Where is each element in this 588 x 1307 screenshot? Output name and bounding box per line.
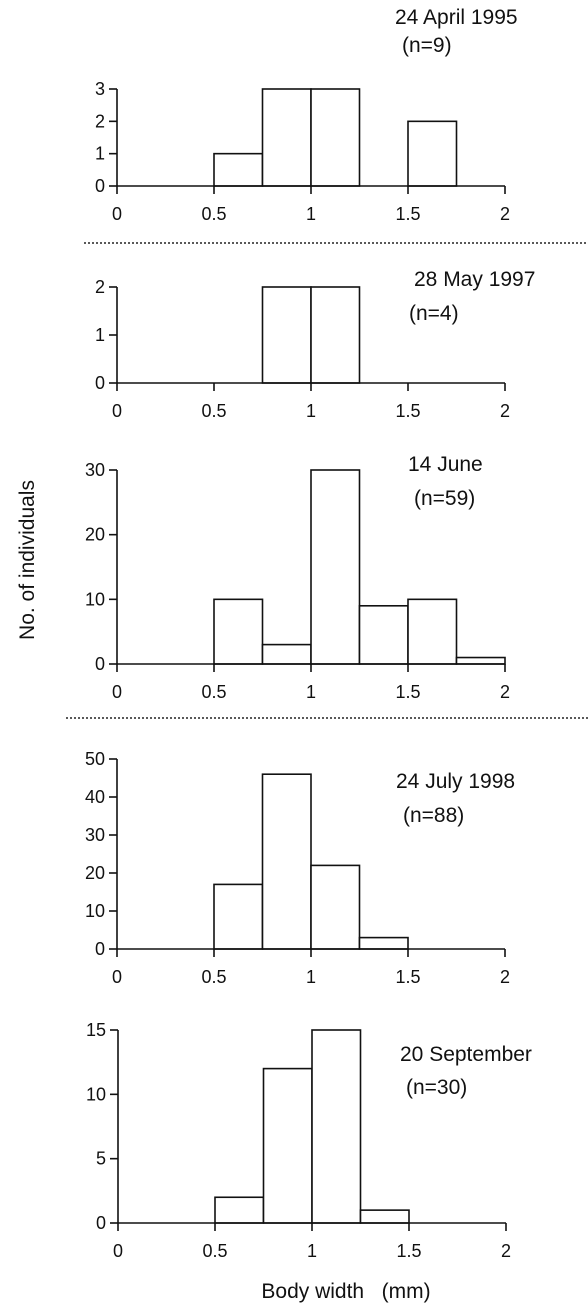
y-tick-label: 15 [86, 1020, 106, 1040]
y-tick-label: 0 [95, 654, 105, 674]
panel-2: 0 0.5 1 1.5 2 0 1 2 28 May 1997 (n=4) [95, 268, 535, 421]
y-tick-label: 10 [86, 1084, 106, 1104]
x-tick-label: 2 [500, 204, 510, 224]
x-tick-label: 0 [112, 967, 122, 987]
histogram-bar [310, 286, 361, 384]
panel-subtitle: (n=4) [409, 302, 459, 325]
y-tick-label: 20 [85, 863, 105, 883]
x-tick-label: 1 [307, 1241, 317, 1261]
x-tick-label: 1 [306, 401, 316, 421]
histogram-bar [310, 88, 361, 187]
y-tick-label: 1 [95, 144, 105, 164]
histogram-bar [213, 598, 264, 665]
x-tick-label: 0 [112, 682, 122, 702]
histogram-bar [310, 469, 361, 665]
panel-subtitle: (n=30) [406, 1076, 467, 1099]
y-tick-label: 20 [85, 525, 105, 545]
x-tick-label: 1 [306, 682, 316, 702]
x-tick-label: 0 [112, 204, 122, 224]
histogram-bar [213, 152, 264, 187]
x-tick-label: 0.5 [201, 967, 226, 987]
panel-title: 20 September [400, 1043, 532, 1066]
y-tick-label: 10 [85, 901, 105, 921]
histogram-bar [262, 1067, 313, 1224]
panel-subtitle: (n=88) [403, 804, 464, 827]
panel-5: 0 0.5 1 1.5 2 0 5 10 15 20 September (n=30) [86, 1020, 532, 1261]
y-tick-label: 0 [95, 176, 105, 196]
panel-title: 24 April 1995 [395, 6, 518, 29]
histogram-bar [358, 604, 409, 665]
panel-1: 0 0.5 1 1.5 2 0 1 2 3 24 April 1995 (n=9) [95, 6, 518, 224]
x-tick-label: 0 [113, 1241, 123, 1261]
x-axis-label: Body width (mm) [261, 1280, 430, 1303]
panel-title: 28 May 1997 [414, 268, 535, 291]
x-tick-label: 2 [500, 682, 510, 702]
histogram-bar [310, 864, 361, 950]
histogram-bar [261, 773, 312, 950]
y-tick-label: 40 [85, 787, 105, 807]
histogram-bar [455, 656, 506, 665]
x-tick-label: 2 [500, 401, 510, 421]
histogram-bar [311, 1029, 362, 1224]
histogram-bar [407, 598, 458, 665]
histogram-bar [407, 120, 458, 187]
x-tick-label: 0.5 [202, 1241, 227, 1261]
y-tick-label: 3 [95, 79, 105, 99]
y-tick-label: 2 [95, 277, 105, 297]
x-tick-label: 0.5 [201, 682, 226, 702]
panel-title: 24 July 1998 [396, 770, 515, 793]
y-tick-label: 10 [85, 589, 105, 609]
y-tick-label: 0 [95, 373, 105, 393]
x-tick-label: 1.5 [395, 682, 420, 702]
x-tick-label: 2 [501, 1241, 511, 1261]
histogram-bar [261, 88, 312, 187]
y-tick-label: 0 [95, 939, 105, 959]
x-tick-label: 1 [306, 967, 316, 987]
y-axis-label: No. of individuals [16, 480, 39, 640]
x-tick-label: 0.5 [201, 401, 226, 421]
x-tick-label: 1 [306, 204, 316, 224]
y-tick-label: 30 [85, 460, 105, 480]
y-tick-label: 30 [85, 825, 105, 845]
histogram-bar [358, 936, 409, 950]
panel-title: 14 June [408, 453, 483, 476]
panel-subtitle: (n=9) [402, 34, 452, 57]
histogram-bar [261, 286, 312, 384]
histogram-bar [214, 1196, 265, 1224]
y-tick-label: 2 [95, 111, 105, 131]
x-tick-label: 2 [500, 967, 510, 987]
x-tick-label: 1.5 [395, 204, 420, 224]
y-tick-label: 5 [96, 1149, 106, 1169]
histogram-bar [261, 643, 312, 665]
histogram-bar [213, 883, 264, 950]
histogram-bar [359, 1209, 410, 1224]
x-tick-label: 0 [112, 401, 122, 421]
panel-subtitle: (n=59) [414, 487, 475, 510]
x-tick-label: 1.5 [396, 1241, 421, 1261]
x-tick-label: 0.5 [201, 204, 226, 224]
x-tick-label: 1.5 [395, 967, 420, 987]
y-tick-label: 0 [96, 1213, 106, 1233]
x-tick-label: 1.5 [395, 401, 420, 421]
y-tick-label: 1 [95, 325, 105, 345]
y-tick-label: 50 [85, 749, 105, 769]
